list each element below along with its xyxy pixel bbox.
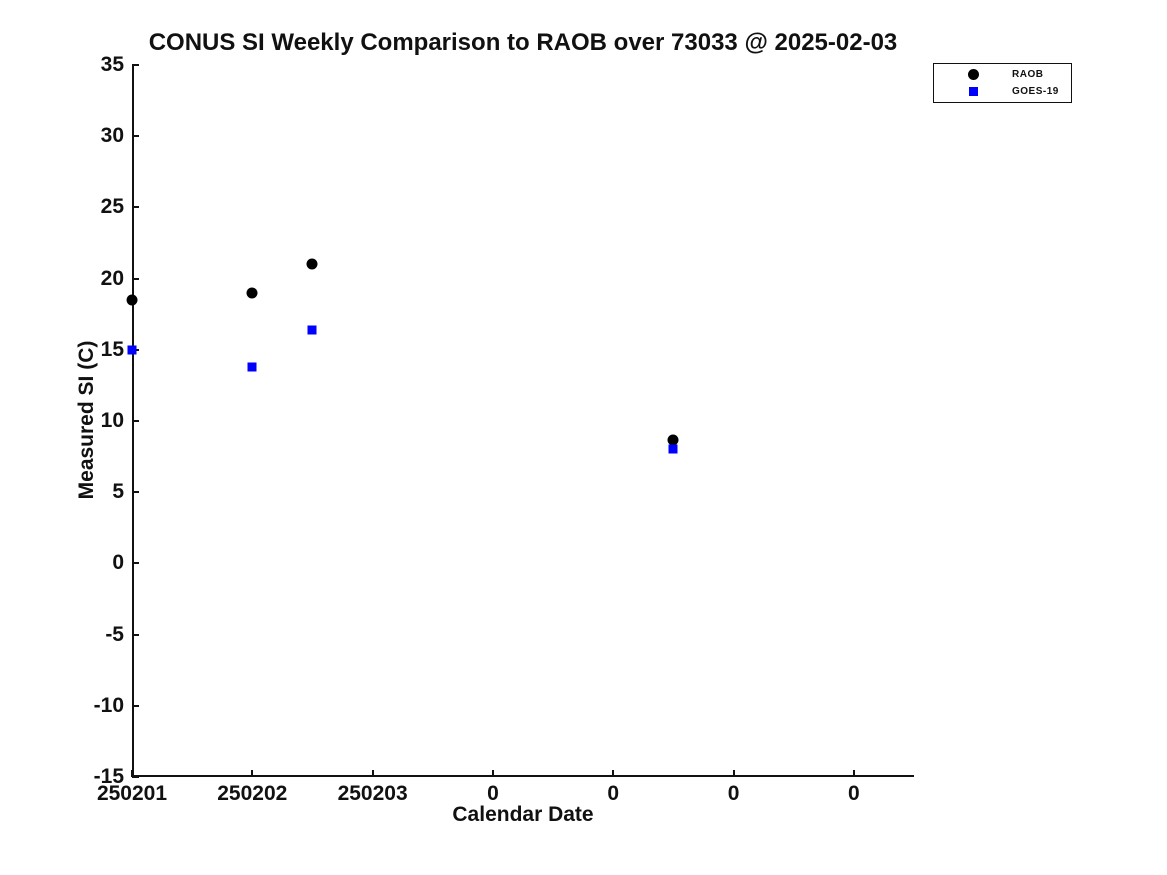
x-axis-label: Calendar Date	[452, 803, 594, 826]
legend-row-goes-19: GOES-19	[934, 84, 1071, 99]
data-point-goes-19	[668, 444, 678, 454]
x-tick-mark	[612, 770, 615, 777]
legend-marker-cell	[934, 69, 1012, 80]
legend-marker-cell	[934, 87, 1012, 96]
y-tick-mark	[132, 704, 139, 707]
y-tick-label: 10	[100, 409, 124, 432]
y-tick-mark	[132, 776, 139, 778]
y-tick-label: -5	[105, 622, 124, 646]
data-point-goes-19	[127, 345, 137, 355]
data-point-raob	[246, 287, 258, 299]
data-point-goes-19	[307, 325, 317, 335]
x-tick-label: 0	[727, 782, 740, 805]
y-tick-mark	[132, 135, 139, 138]
data-point-raob	[306, 258, 318, 270]
y-tick-label: -10	[93, 693, 124, 717]
legend-marker-raob-icon	[967, 69, 979, 80]
y-tick-label: -15	[93, 765, 124, 788]
x-tick-mark	[251, 770, 254, 777]
legend-marker-goes-19-icon	[968, 87, 978, 96]
y-tick-mark	[132, 420, 139, 422]
y-tick-label: 0	[112, 551, 124, 575]
data-point-raob	[667, 434, 679, 445]
x-tick-mark	[732, 770, 735, 777]
y-tick-mark	[132, 633, 139, 636]
y-tick-mark	[132, 277, 139, 280]
legend-label-goes-19: GOES-19	[1012, 86, 1059, 97]
x-tick-label: 250202	[217, 782, 288, 805]
legend: RAOB GOES-19	[933, 63, 1072, 103]
legend-label-raob: RAOB	[1012, 69, 1044, 80]
y-tick-mark	[132, 64, 139, 66]
y-tick-label: 15	[100, 337, 124, 361]
data-point-raob	[126, 294, 138, 306]
y-tick-label: 5	[112, 480, 124, 504]
x-tick-mark	[491, 770, 494, 777]
x-tick-label: 0	[487, 782, 499, 805]
y-tick-mark	[132, 206, 139, 209]
y-tick-label: 25	[100, 195, 124, 219]
data-point-goes-19	[247, 362, 257, 372]
x-tick-label: 250203	[337, 782, 408, 805]
x-tick-label: 250201	[96, 782, 168, 805]
chart-title: CONUS SI Weekly Comparison to RAOB over …	[148, 29, 898, 56]
y-tick-label: 30	[100, 124, 124, 148]
y-tick-mark	[132, 491, 139, 494]
x-tick-mark	[371, 770, 374, 777]
y-tick-label: 35	[100, 53, 124, 76]
x-tick-label: 0	[848, 782, 860, 805]
legend-row-raob: RAOB	[934, 67, 1071, 82]
x-tick-label: 0	[607, 782, 620, 805]
y-tick-mark	[132, 562, 139, 565]
y-tick-label: 20	[100, 266, 124, 290]
x-tick-mark	[131, 770, 133, 777]
x-tick-mark	[852, 770, 855, 777]
